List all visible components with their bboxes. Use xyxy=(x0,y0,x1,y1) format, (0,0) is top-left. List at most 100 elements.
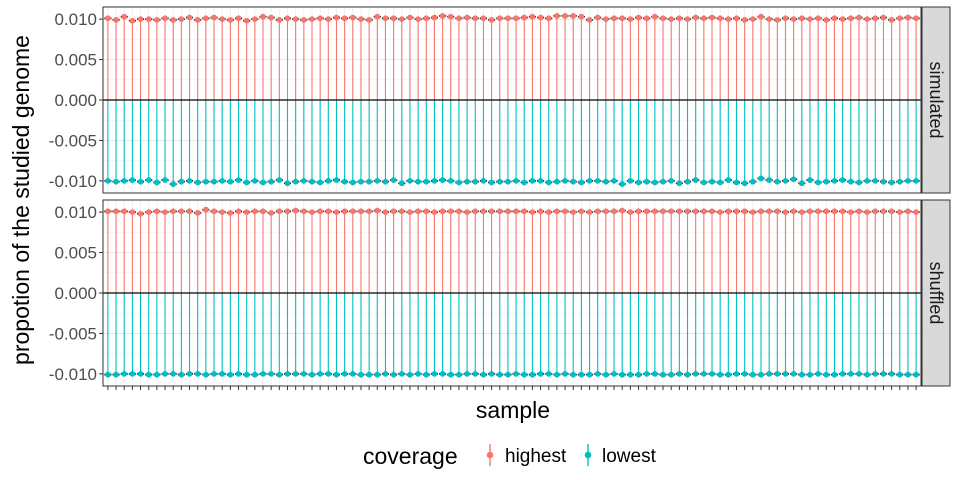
point-highest xyxy=(611,15,617,22)
point-highest xyxy=(194,17,201,23)
point-lowest xyxy=(619,371,626,378)
point-lowest xyxy=(349,179,356,186)
point-lowest xyxy=(741,180,748,187)
point-highest xyxy=(864,16,871,23)
point-highest xyxy=(145,16,152,23)
point-highest xyxy=(276,208,283,215)
point-highest xyxy=(798,15,805,22)
point-lowest xyxy=(913,371,920,378)
point-lowest xyxy=(864,177,871,184)
point-highest xyxy=(758,208,764,215)
y-tick-label: -0.005 xyxy=(49,324,97,343)
point-lowest xyxy=(807,371,813,378)
point-highest xyxy=(856,14,862,21)
point-lowest xyxy=(358,371,364,378)
point-lowest xyxy=(749,178,756,185)
point-lowest xyxy=(268,370,275,377)
point-lowest xyxy=(431,177,438,184)
point-lowest xyxy=(349,370,356,377)
point-highest xyxy=(839,208,846,215)
point-highest xyxy=(529,209,536,216)
point-highest xyxy=(456,208,462,215)
point-lowest xyxy=(382,178,389,185)
point-highest xyxy=(545,209,552,216)
point-lowest xyxy=(325,370,332,377)
legend-key-highest xyxy=(486,444,494,466)
point-lowest xyxy=(129,177,136,183)
point-lowest xyxy=(586,177,593,184)
point-lowest xyxy=(611,177,617,184)
point-lowest xyxy=(766,370,773,377)
point-lowest xyxy=(676,180,683,187)
point-lowest xyxy=(758,175,764,182)
point-lowest xyxy=(831,371,838,378)
point-lowest xyxy=(562,177,568,184)
point-highest xyxy=(464,14,470,21)
legend-key-lowest-dot xyxy=(584,451,592,459)
point-highest xyxy=(251,16,258,23)
point-highest xyxy=(366,208,373,215)
point-highest xyxy=(415,208,422,215)
point-lowest xyxy=(537,370,544,377)
point-lowest xyxy=(104,177,111,184)
point-lowest xyxy=(521,179,528,186)
point-highest xyxy=(496,208,503,215)
point-highest xyxy=(325,208,332,215)
point-highest xyxy=(815,15,822,22)
point-highest xyxy=(602,208,609,215)
point-highest xyxy=(856,208,862,215)
point-highest xyxy=(390,208,397,215)
point-highest xyxy=(537,208,544,215)
point-highest xyxy=(341,208,348,215)
point-lowest xyxy=(162,370,168,377)
point-highest xyxy=(407,209,413,216)
point-highest xyxy=(113,208,119,215)
point-lowest xyxy=(741,370,748,377)
point-lowest xyxy=(325,177,332,184)
point-highest xyxy=(815,208,822,215)
point-highest xyxy=(129,17,136,24)
point-highest xyxy=(913,209,920,216)
point-lowest xyxy=(896,178,903,185)
point-lowest xyxy=(137,370,144,377)
point-highest xyxy=(333,14,340,21)
point-highest xyxy=(692,14,699,21)
point-lowest xyxy=(153,371,160,378)
point-highest xyxy=(153,17,160,23)
point-highest xyxy=(137,210,144,217)
point-highest xyxy=(317,208,324,215)
point-lowest xyxy=(219,177,226,184)
point-lowest xyxy=(202,371,209,378)
point-lowest xyxy=(309,371,315,378)
point-lowest xyxy=(276,371,283,378)
point-highest xyxy=(439,12,446,19)
point-highest xyxy=(684,208,691,215)
point-lowest xyxy=(194,179,201,186)
point-lowest xyxy=(651,370,658,377)
point-lowest xyxy=(888,179,895,186)
point-lowest xyxy=(431,370,438,377)
point-lowest xyxy=(684,371,691,378)
legend-key-lowest xyxy=(584,444,592,466)
point-highest xyxy=(725,16,732,23)
y-tick-label: -0.005 xyxy=(49,131,97,150)
point-highest xyxy=(113,17,119,23)
point-highest xyxy=(880,14,887,21)
point-lowest xyxy=(611,370,617,377)
point-highest xyxy=(251,208,258,215)
point-lowest xyxy=(896,371,903,378)
point-lowest xyxy=(709,178,715,185)
point-lowest xyxy=(309,178,315,185)
point-highest xyxy=(831,208,838,215)
point-lowest xyxy=(758,371,764,378)
point-lowest xyxy=(880,178,887,185)
point-lowest xyxy=(488,370,495,377)
point-lowest xyxy=(635,179,642,186)
point-highest xyxy=(872,208,879,215)
point-highest xyxy=(390,15,397,22)
point-lowest xyxy=(856,370,862,377)
point-lowest xyxy=(292,178,299,185)
point-lowest xyxy=(407,371,413,378)
point-lowest xyxy=(619,181,626,188)
point-highest xyxy=(145,209,152,216)
